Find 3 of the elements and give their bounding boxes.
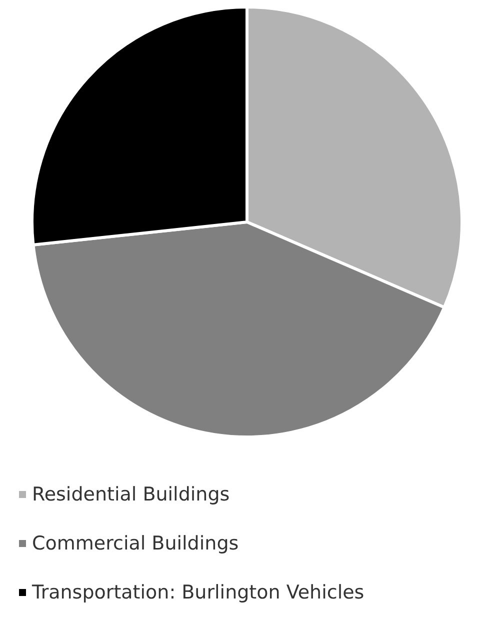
legend-label: Commercial Buildings	[32, 532, 239, 554]
legend-label: Transportation: Burlington Vehicles	[31, 582, 364, 604]
legend-label: Residential Buildings	[32, 484, 230, 506]
